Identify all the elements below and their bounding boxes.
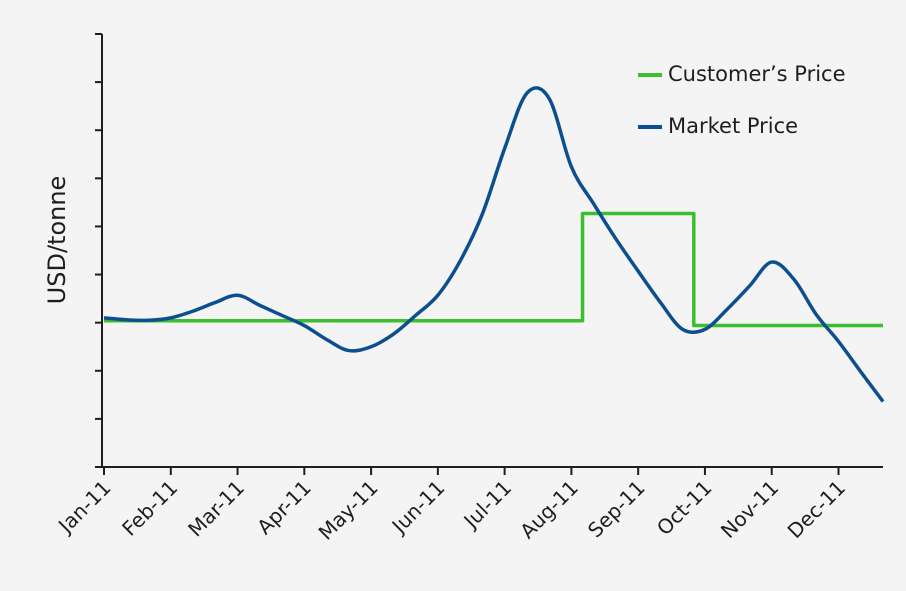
x-tick-label: Jul-11 [458,476,517,535]
x-tick-label: Jan-11 [52,476,115,539]
legend-label: Customer’s Price [668,62,846,86]
x-tick-label: Nov-11 [716,476,783,543]
series-line [104,211,883,328]
series-line [103,86,885,403]
x-tick-label: Sep-11 [583,476,650,543]
x-tick-label: Feb-11 [117,476,182,541]
legend: Customer’s Price Market Price [638,62,846,138]
y-axis-title: USD/tonne [43,176,71,305]
x-tick-label: Apr-11 [252,476,316,540]
x-tick-label: Jun-11 [386,476,450,540]
x-tick-label: Aug-11 [515,476,583,544]
x-tick-label: Dec-11 [783,476,850,543]
x-tick-label: Mar-11 [183,476,249,542]
x-tick-label: Oct-11 [652,476,717,541]
x-tick-label: May-11 [314,476,383,545]
legend-label: Market Price [668,114,798,138]
